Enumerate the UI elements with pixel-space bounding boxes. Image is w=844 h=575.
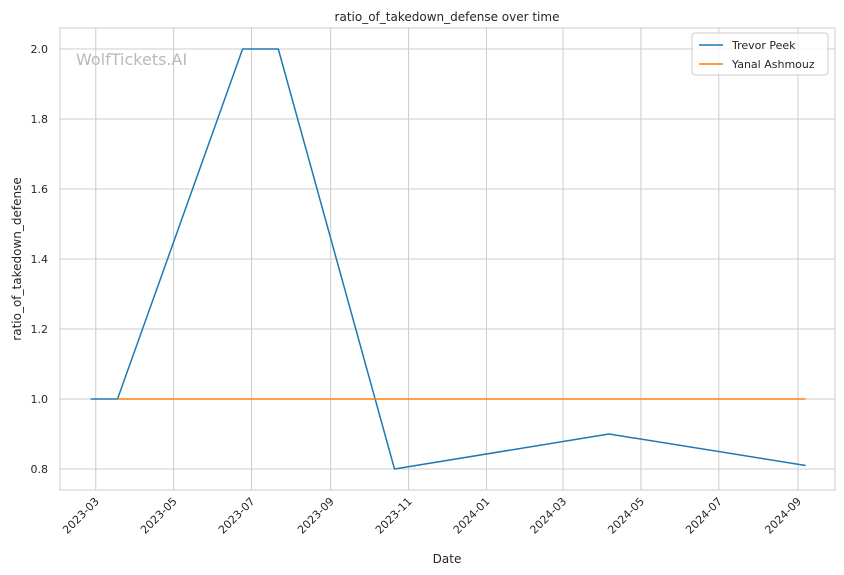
legend-label: Yanal Ashmouz [731, 58, 815, 71]
series-lines [90, 48, 806, 470]
watermark: WolfTickets.AI [76, 50, 187, 69]
legend: Trevor Peek Yanal Ashmouz [691, 32, 829, 76]
y-tick-label: 1.2 [31, 323, 49, 336]
y-tick-label: 1.8 [31, 113, 49, 126]
legend-box [691, 32, 829, 76]
y-tick-label: 2.0 [31, 43, 49, 56]
y-tick-label: 1.0 [31, 393, 49, 406]
chart-title: ratio_of_takedown_defense over time [335, 10, 560, 24]
x-axis-title: Date [433, 552, 462, 566]
y-axis-title: ratio_of_takedown_defense [10, 177, 24, 340]
legend-label: Trevor Peek [731, 39, 796, 52]
y-tick-label: 1.6 [31, 183, 49, 196]
y-tick-label: 1.4 [31, 253, 49, 266]
y-tick-label: 0.8 [31, 463, 49, 476]
y-axis-ticks: 0.8 1.0 1.2 1.4 1.6 1.8 2.0 [31, 43, 49, 476]
plot-area-frame [59, 27, 836, 491]
grid-lines [60, 28, 835, 490]
